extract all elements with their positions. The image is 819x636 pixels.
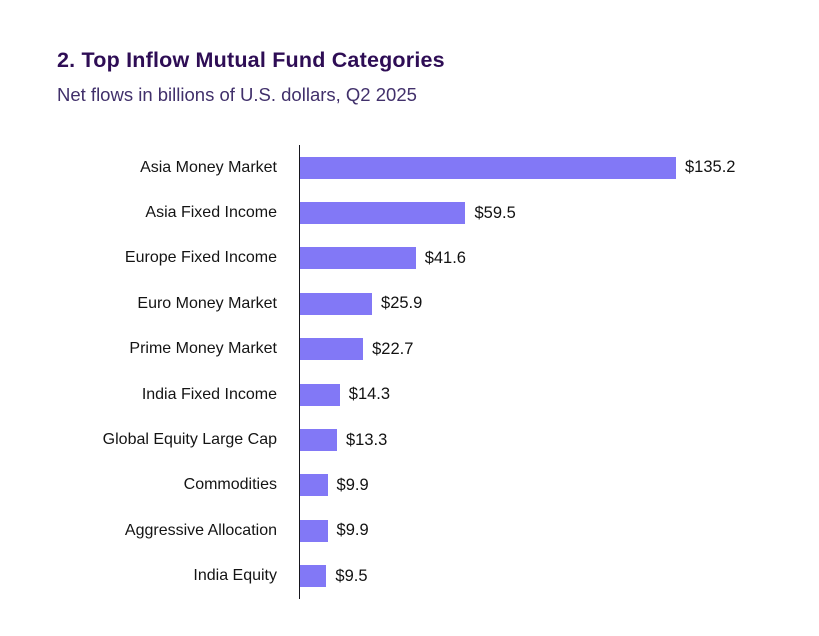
chart-row: Asia Fixed Income $59.5 (59, 190, 799, 236)
chart-row: Europe Fixed Income $41.6 (59, 235, 799, 282)
value-label: $9.9 (336, 475, 369, 494)
chart-row: Aggressive Allocation $9.9 (59, 508, 799, 554)
bar-area: $9.9 (299, 508, 799, 554)
category-label: India Fixed Income (141, 385, 277, 403)
value-label: $41.6 (424, 248, 466, 267)
category-label: Euro Money Market (137, 294, 277, 312)
bar-area: $22.7 (299, 326, 799, 372)
value-label: $25.9 (381, 294, 423, 313)
bar (300, 156, 676, 179)
category-label: Asia Money Market (140, 158, 277, 176)
bar (300, 429, 337, 452)
category-label: India Equity (193, 567, 277, 585)
bar-area: $9.5 (299, 553, 799, 599)
bar (300, 519, 328, 542)
bar (300, 247, 416, 270)
value-label: $22.7 (372, 339, 414, 358)
category-label: Commodities (183, 476, 277, 494)
bar-area: $59.5 (299, 190, 799, 236)
bar (300, 338, 364, 361)
chart-row: Prime Money Market $22.7 (59, 326, 799, 372)
bar-area: $41.6 (299, 235, 799, 282)
category-label: Prime Money Market (129, 340, 277, 358)
category-label: Global Equity Large Cap (102, 431, 277, 449)
bar (300, 202, 466, 225)
category-label: Asia Fixed Income (145, 204, 277, 222)
value-label: $9.9 (336, 521, 369, 540)
chart-subtitle: Net flows in billions of U.S. dollars, Q… (57, 84, 417, 105)
value-label: $9.5 (335, 566, 368, 585)
bar (300, 565, 327, 588)
category-label: Europe Fixed Income (124, 249, 277, 267)
bar-area: $13.3 (299, 417, 799, 463)
bar-area: $14.3 (299, 371, 799, 418)
bar-area: $25.9 (299, 281, 799, 327)
chart-title: 2. Top Inflow Mutual Fund Categories (57, 48, 445, 72)
bar-area: $135.2 (299, 145, 799, 191)
bar-chart: Asia Money Market $135.2 Asia Fixed Income… (59, 145, 799, 599)
value-label: $135.2 (685, 158, 736, 177)
category-label: Aggressive Allocation (124, 521, 277, 539)
bar-area: $9.9 (299, 462, 799, 509)
value-label: $14.3 (348, 385, 391, 404)
chart-row: Global Equity Large Cap $13.3 (59, 417, 799, 463)
bar (300, 292, 373, 315)
chart-row: India Equity $9.5 (59, 553, 799, 599)
chart-row: Commodities $9.9 (59, 462, 799, 509)
chart-row: India Fixed Income $14.3 (59, 371, 799, 418)
chart-row: Asia Money Market $135.2 (59, 145, 799, 191)
value-label: $13.3 (345, 430, 388, 449)
bar (300, 383, 340, 406)
chart-row: Euro Money Market $25.9 (59, 281, 799, 327)
value-label: $59.5 (474, 203, 516, 222)
bar (300, 474, 328, 497)
